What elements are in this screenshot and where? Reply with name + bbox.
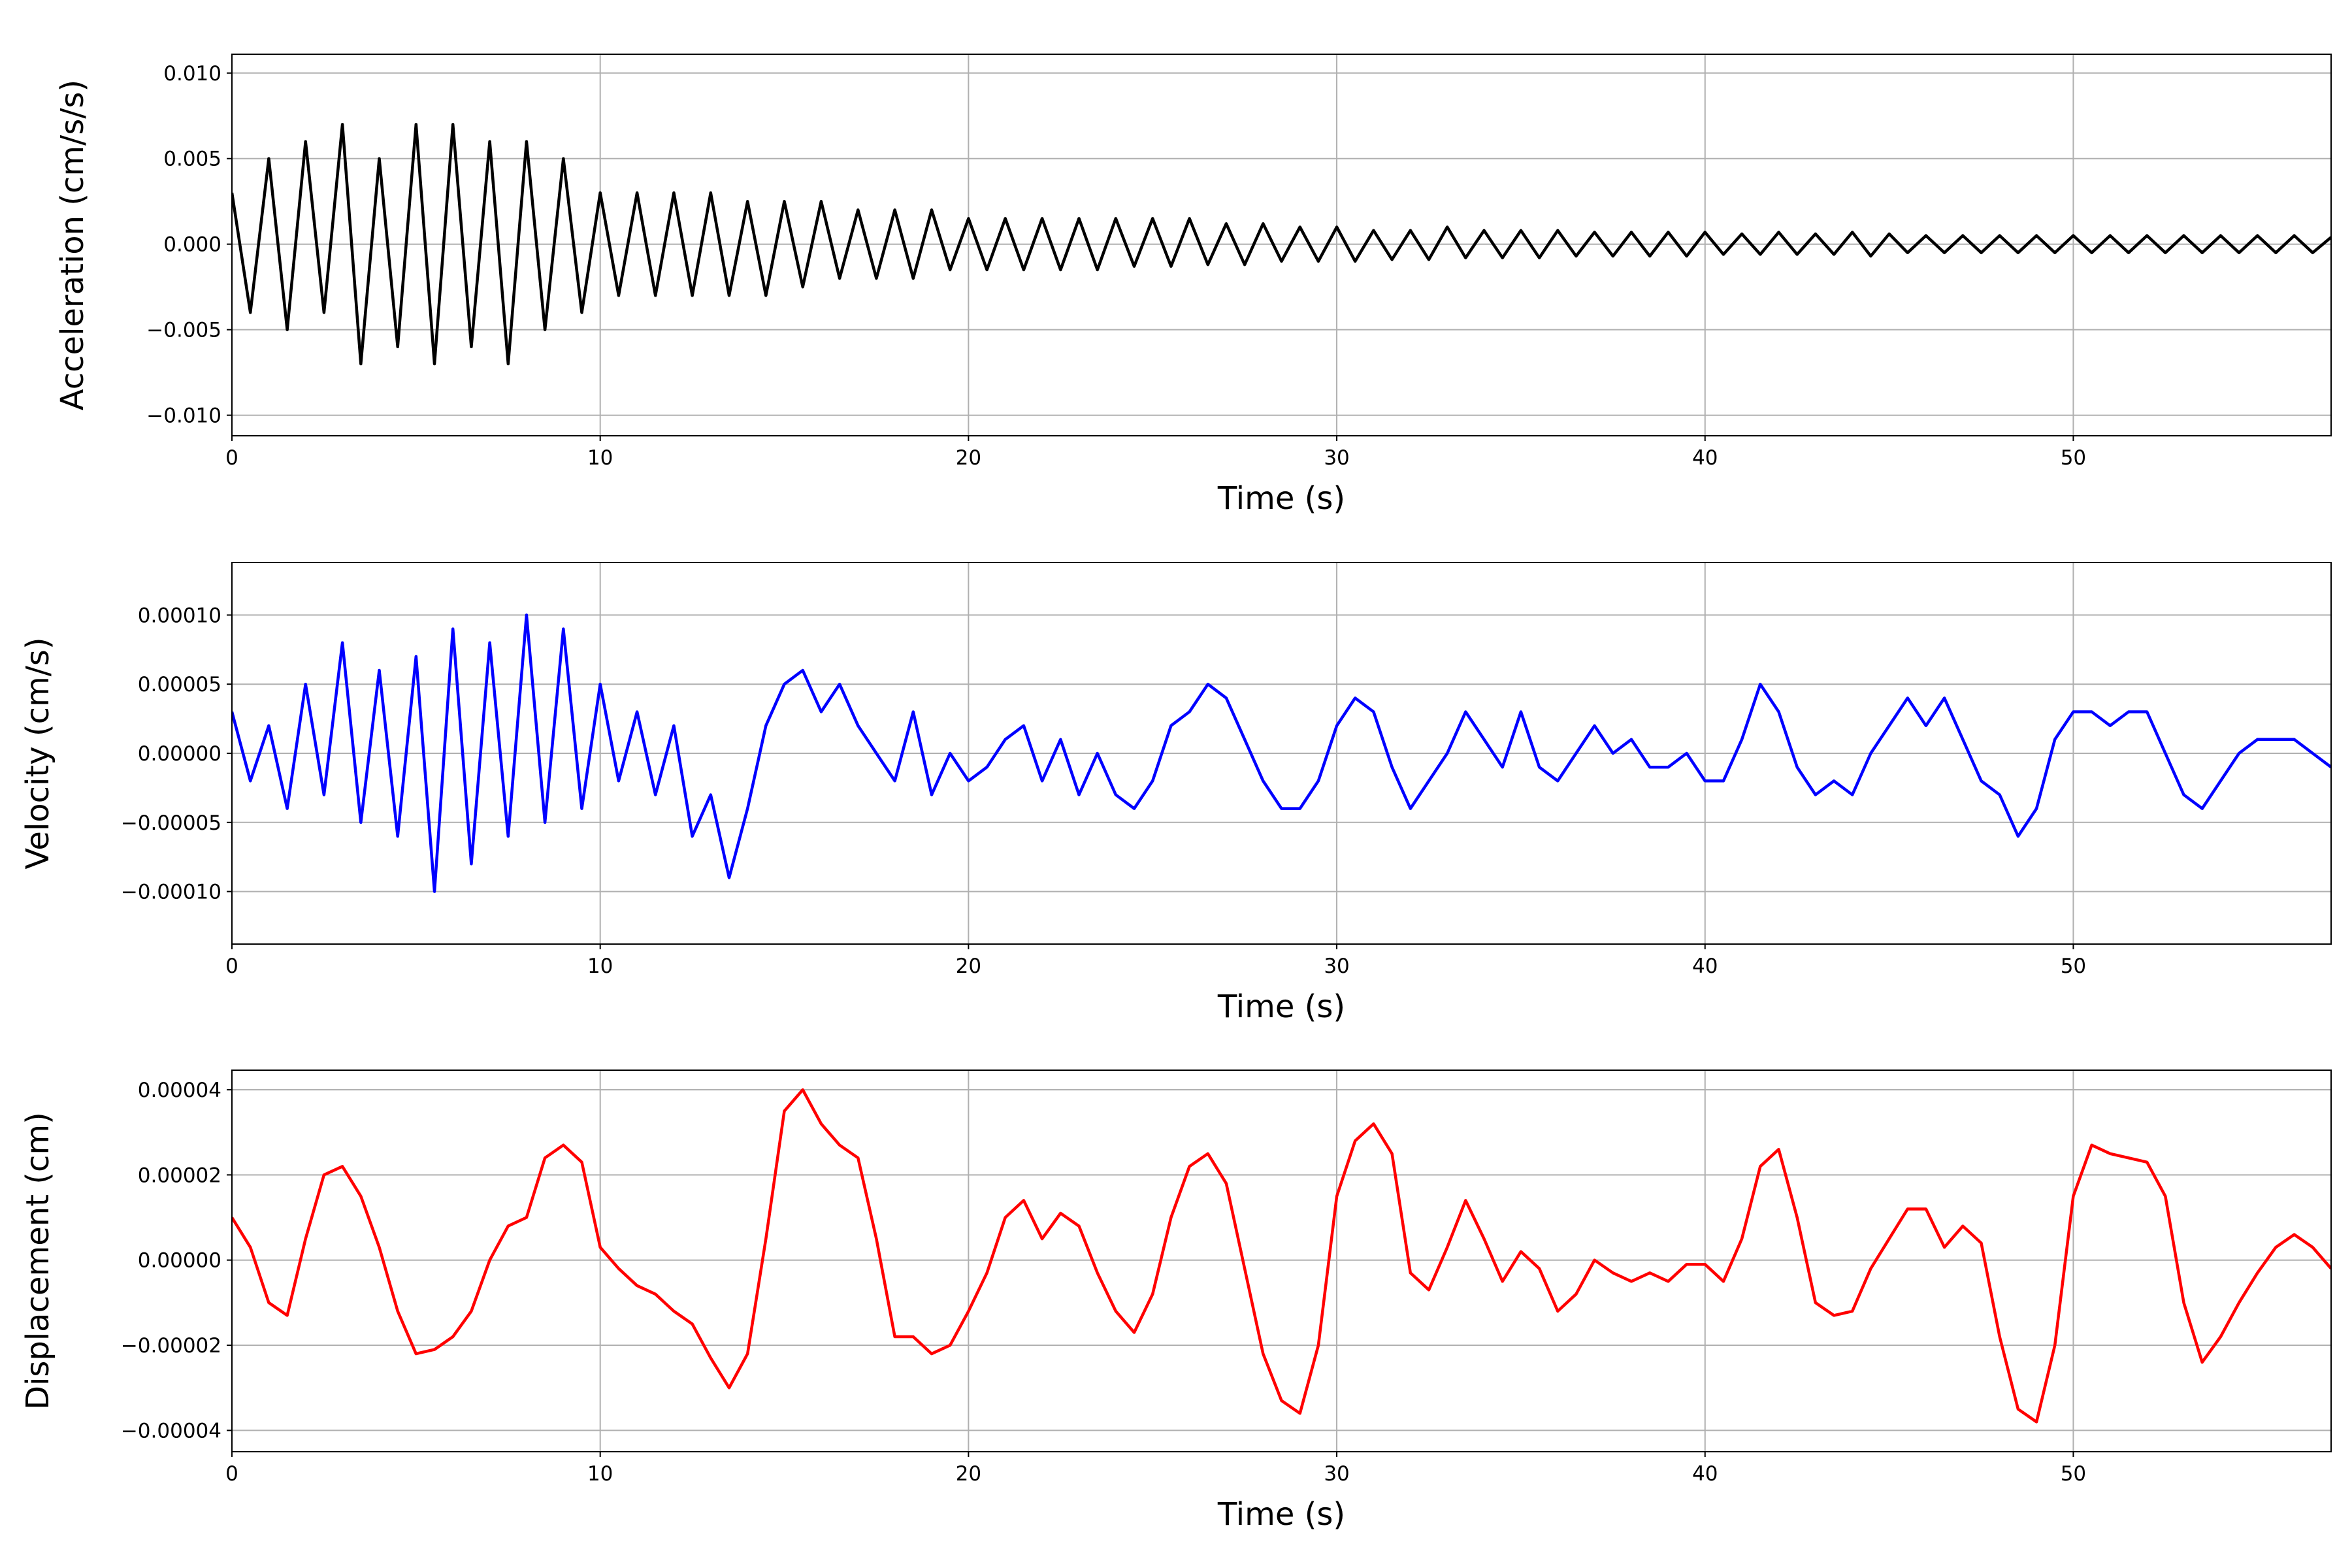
x-axis-label: Time (s) — [1217, 480, 1345, 517]
data-line — [232, 1088, 2331, 1424]
x-tick-label: 50 — [2061, 1462, 2086, 1486]
y-tick-label: 0.005 — [163, 148, 221, 171]
x-tick-label: 0 — [225, 1462, 238, 1486]
y-tick-label: −0.00002 — [121, 1334, 221, 1358]
y-tick-label: −0.00010 — [121, 881, 221, 904]
y-tick-label: 0.00005 — [138, 673, 221, 696]
x-tick-label: 0 — [225, 955, 238, 978]
y-tick-label: −0.00005 — [121, 811, 221, 835]
plot-frame — [231, 1070, 2332, 1452]
x-tick-label: 0 — [225, 446, 238, 470]
x-tick-label: 30 — [1324, 1462, 1349, 1486]
plot-frame — [231, 562, 2332, 945]
y-tick-label: 0.00004 — [138, 1079, 221, 1102]
x-tick-label: 30 — [1324, 446, 1349, 470]
x-tick-label: 10 — [587, 446, 613, 470]
y-axis-label: Displacement (cm) — [20, 1112, 56, 1410]
y-tick-label: 0.00000 — [138, 1249, 221, 1273]
x-tick-label: 10 — [587, 1462, 613, 1486]
x-axis-label: Time (s) — [1217, 1496, 1345, 1533]
y-tick-label: 0.00000 — [138, 742, 221, 766]
y-tick-label: −0.00004 — [121, 1419, 221, 1443]
x-tick-label: 20 — [956, 446, 981, 470]
x-tick-label: 50 — [2061, 955, 2086, 978]
y-tick-label: −0.005 — [146, 319, 221, 342]
x-tick-label: 40 — [1692, 955, 1718, 978]
y-tick-label: 0.00010 — [138, 604, 221, 627]
data-line — [232, 123, 2331, 366]
data-line — [232, 613, 2331, 893]
y-tick-label: −0.010 — [146, 404, 221, 428]
y-tick-label: 0.010 — [163, 62, 221, 86]
y-axis-label: Acceleration (cm/s/s) — [54, 80, 91, 410]
x-tick-label: 20 — [956, 1462, 981, 1486]
y-axis-label: Velocity (cm/s) — [20, 637, 56, 869]
x-tick-label: 50 — [2061, 446, 2086, 470]
x-axis-label: Time (s) — [1217, 988, 1345, 1025]
plot-frame — [231, 54, 2332, 436]
y-tick-label: 0.00002 — [138, 1164, 221, 1187]
x-tick-label: 40 — [1692, 446, 1718, 470]
x-tick-label: 30 — [1324, 955, 1349, 978]
x-tick-label: 40 — [1692, 1462, 1718, 1486]
y-tick-label: 0.000 — [163, 233, 221, 257]
x-tick-label: 10 — [587, 955, 613, 978]
x-tick-label: 20 — [956, 955, 981, 978]
